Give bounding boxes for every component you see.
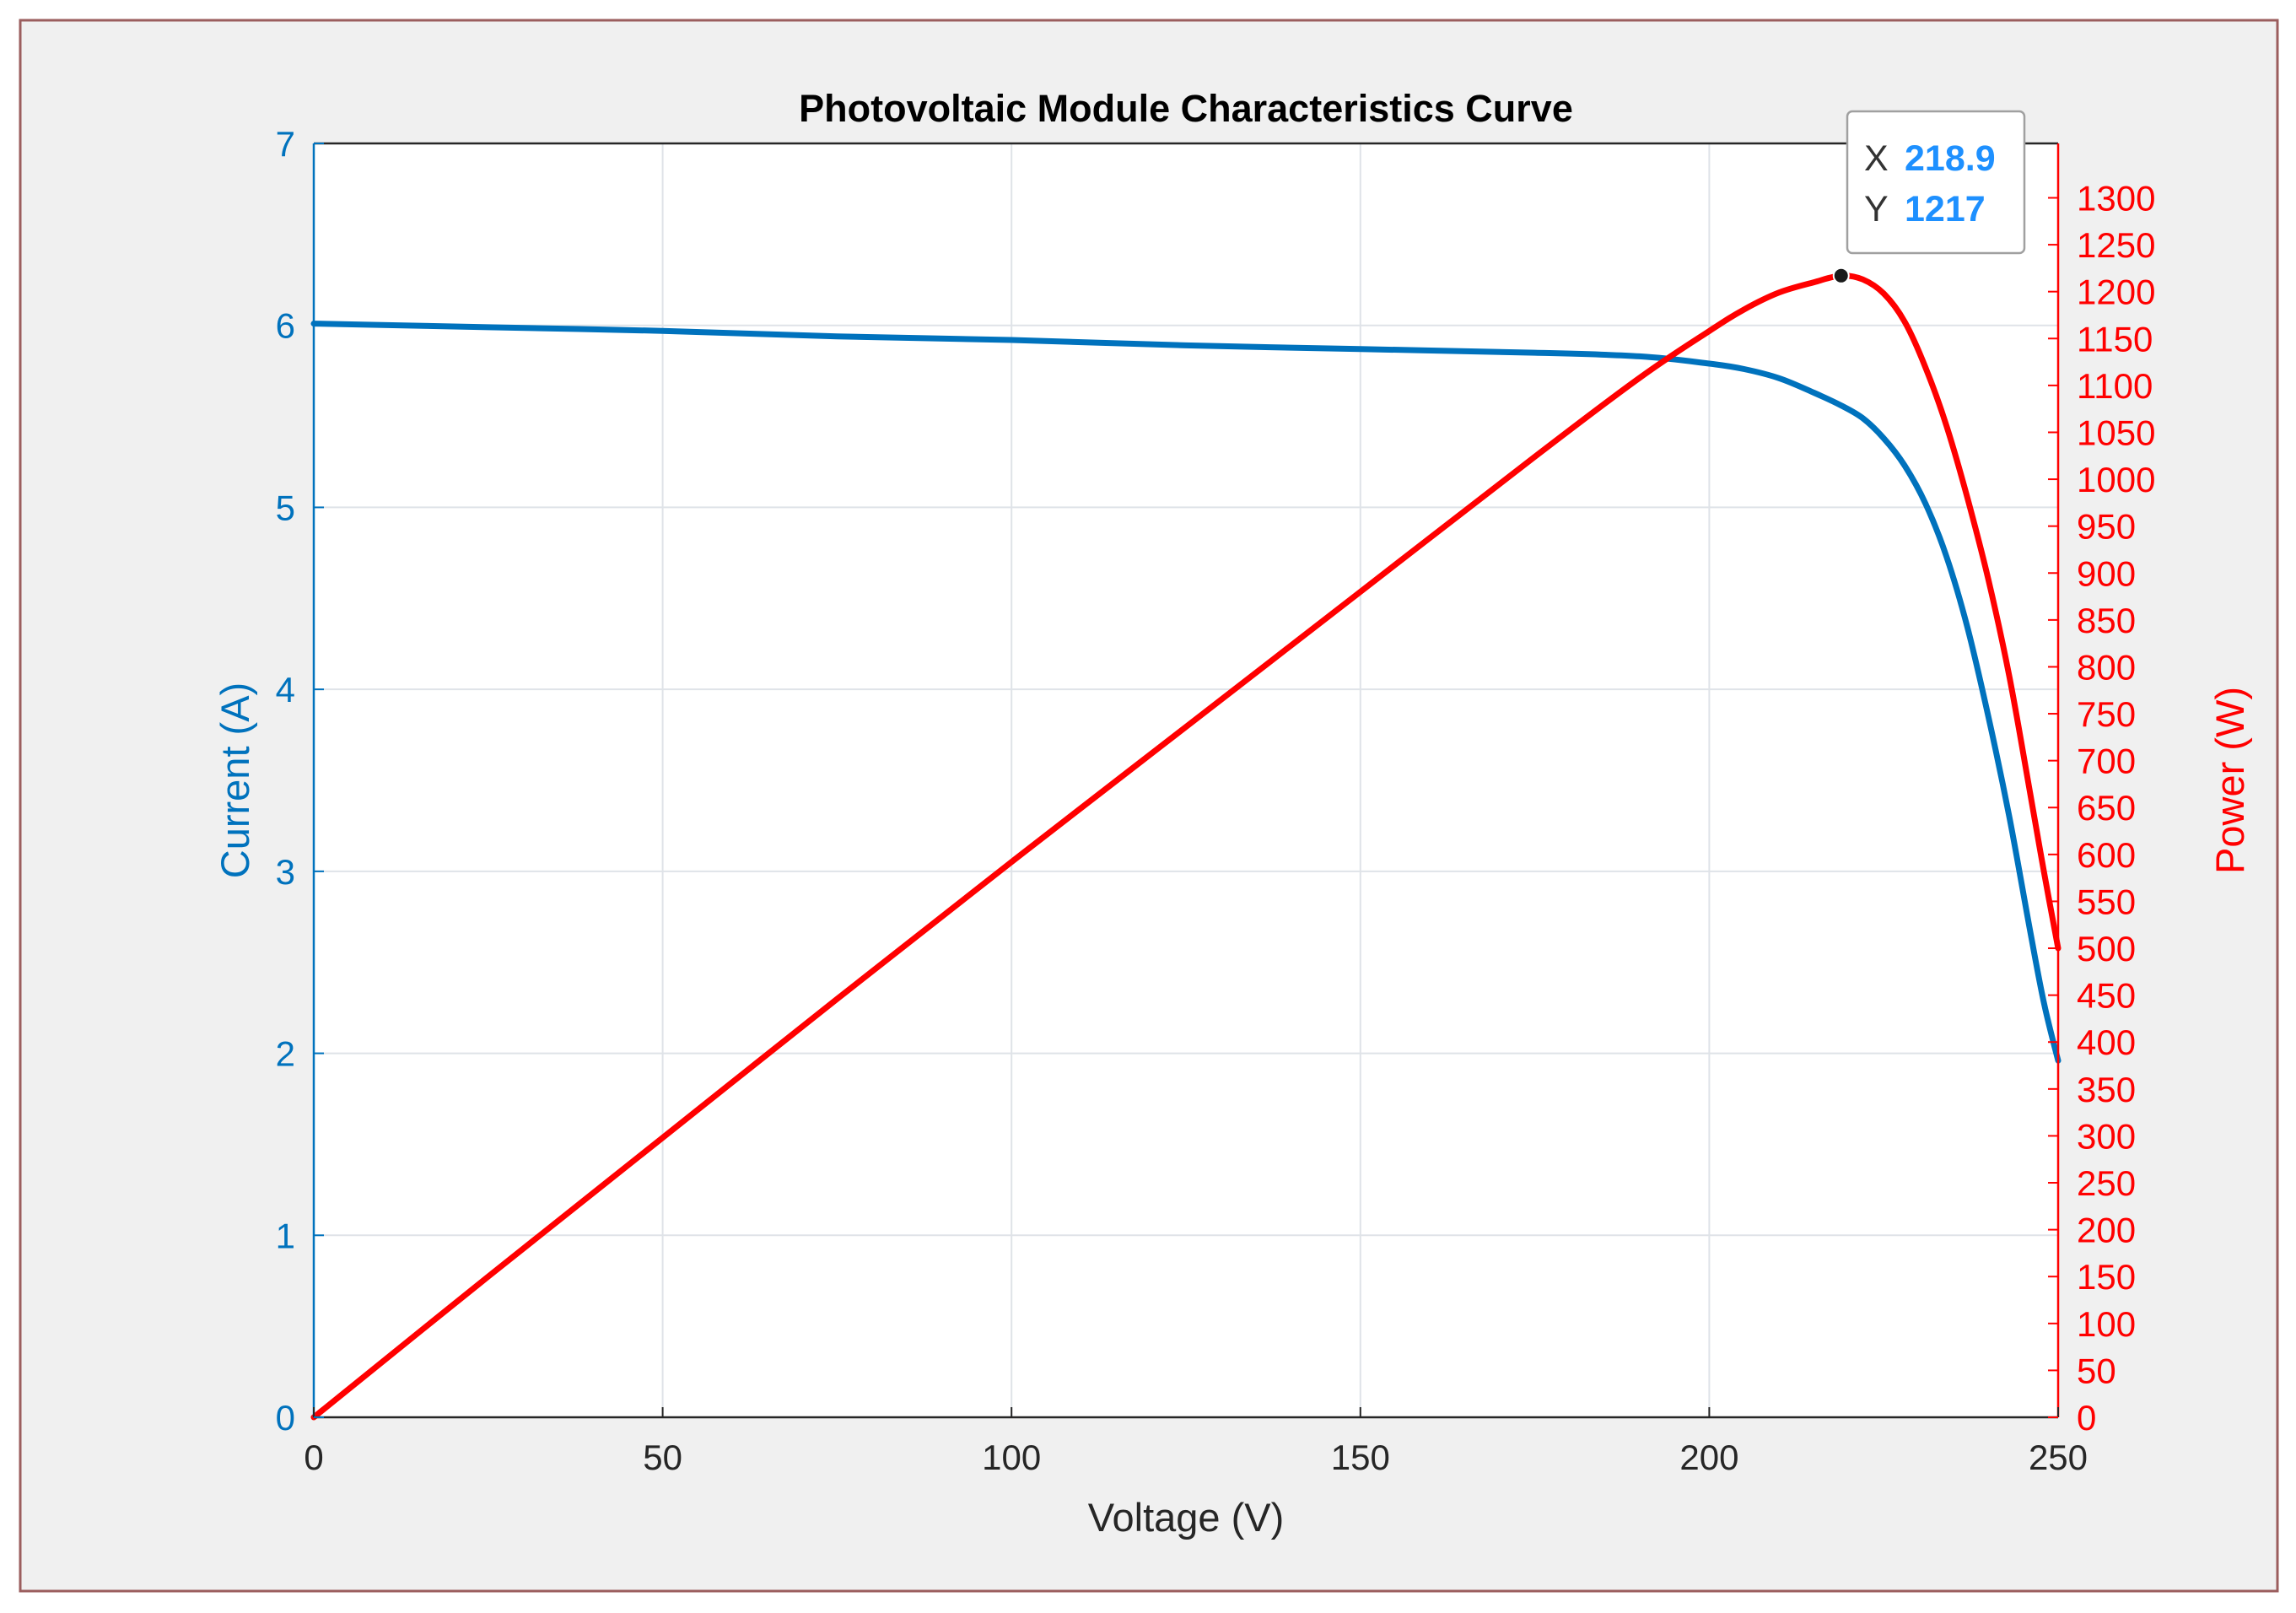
- right-y-tick-label: 150: [2077, 1257, 2136, 1297]
- datatip-marker[interactable]: [1832, 267, 1850, 284]
- right-y-tick-label: 750: [2077, 694, 2136, 734]
- x-tick-label: 250: [2029, 1438, 2088, 1477]
- datatip-y-value: 1217: [1905, 189, 1986, 229]
- right-y-tick-label: 1100: [2077, 366, 2153, 406]
- right-y-tick-label: 600: [2077, 835, 2136, 875]
- x-tick-label: 50: [643, 1438, 682, 1477]
- grid-lines: [314, 143, 2058, 1417]
- right-y-axis-label: Power (W): [2207, 687, 2252, 874]
- right-y-tick-label: 200: [2077, 1211, 2136, 1250]
- right-y-tick-label: 1050: [2077, 413, 2155, 452]
- right-y-tick-label: 300: [2077, 1116, 2136, 1156]
- axis-ticks: 0 50 100 150 200 2500123456705010015020025030…: [276, 124, 2156, 1477]
- right-y-tick-label: 1300: [2077, 178, 2155, 218]
- right-y-tick-label: 500: [2077, 929, 2136, 968]
- right-y-tick-label: 0: [2077, 1398, 2096, 1438]
- x-tick-label: 100: [982, 1438, 1041, 1477]
- right-y-tick-label: 1200: [2077, 272, 2155, 312]
- left-y-axis-label: Current (A): [213, 682, 257, 878]
- right-y-tick-label: 550: [2077, 882, 2136, 921]
- left-y-tick-label: 3: [276, 852, 295, 892]
- datatip-y-label: Y: [1864, 189, 1889, 229]
- x-tick-label: 0: [304, 1438, 323, 1477]
- right-y-tick-label: 450: [2077, 976, 2136, 1016]
- right-y-tick-label: 50: [2077, 1351, 2116, 1390]
- right-y-tick-label: 900: [2077, 553, 2136, 593]
- right-y-tick-label: 400: [2077, 1022, 2136, 1062]
- datatip-x-value: 218.9: [1905, 138, 1996, 179]
- datatip[interactable]: X 218.9 Y 1217: [1832, 110, 2026, 284]
- right-y-tick-label: 350: [2077, 1070, 2136, 1109]
- left-y-tick-label: 2: [276, 1034, 295, 1074]
- right-y-tick-label: 1000: [2077, 460, 2155, 499]
- x-tick-label: 200: [1679, 1438, 1738, 1477]
- right-y-tick-label: 850: [2077, 601, 2136, 640]
- left-y-tick-label: 4: [276, 670, 295, 709]
- left-y-tick-label: 6: [276, 306, 295, 346]
- left-y-tick-label: 0: [276, 1398, 295, 1438]
- chart-title: Photovoltaic Module Characteristics Curv…: [799, 87, 1573, 130]
- plot-area[interactable]: [314, 143, 2058, 1417]
- x-axis-label: Voltage (V): [1088, 1495, 1285, 1540]
- right-y-tick-label: 800: [2077, 647, 2136, 687]
- right-y-tick-label: 250: [2077, 1163, 2136, 1203]
- right-y-tick-label: 100: [2077, 1304, 2136, 1344]
- right-y-tick-label: 1150: [2077, 319, 2153, 359]
- datatip-box[interactable]: [1846, 110, 2026, 255]
- right-y-tick-label: 650: [2077, 788, 2136, 828]
- right-y-tick-label: 1250: [2077, 225, 2155, 265]
- left-y-tick-label: 7: [276, 124, 295, 164]
- left-y-tick-label: 5: [276, 488, 295, 527]
- right-y-tick-label: 700: [2077, 742, 2136, 781]
- datatip-x-label: X: [1864, 138, 1889, 179]
- left-y-tick-label: 1: [276, 1216, 295, 1255]
- current-series-line[interactable]: [310, 321, 2062, 1064]
- x-tick-label: 150: [1331, 1438, 1390, 1477]
- series-group: [310, 272, 2062, 1421]
- power-series-line[interactable]: [310, 272, 2062, 1421]
- right-y-tick-label: 950: [2077, 507, 2136, 547]
